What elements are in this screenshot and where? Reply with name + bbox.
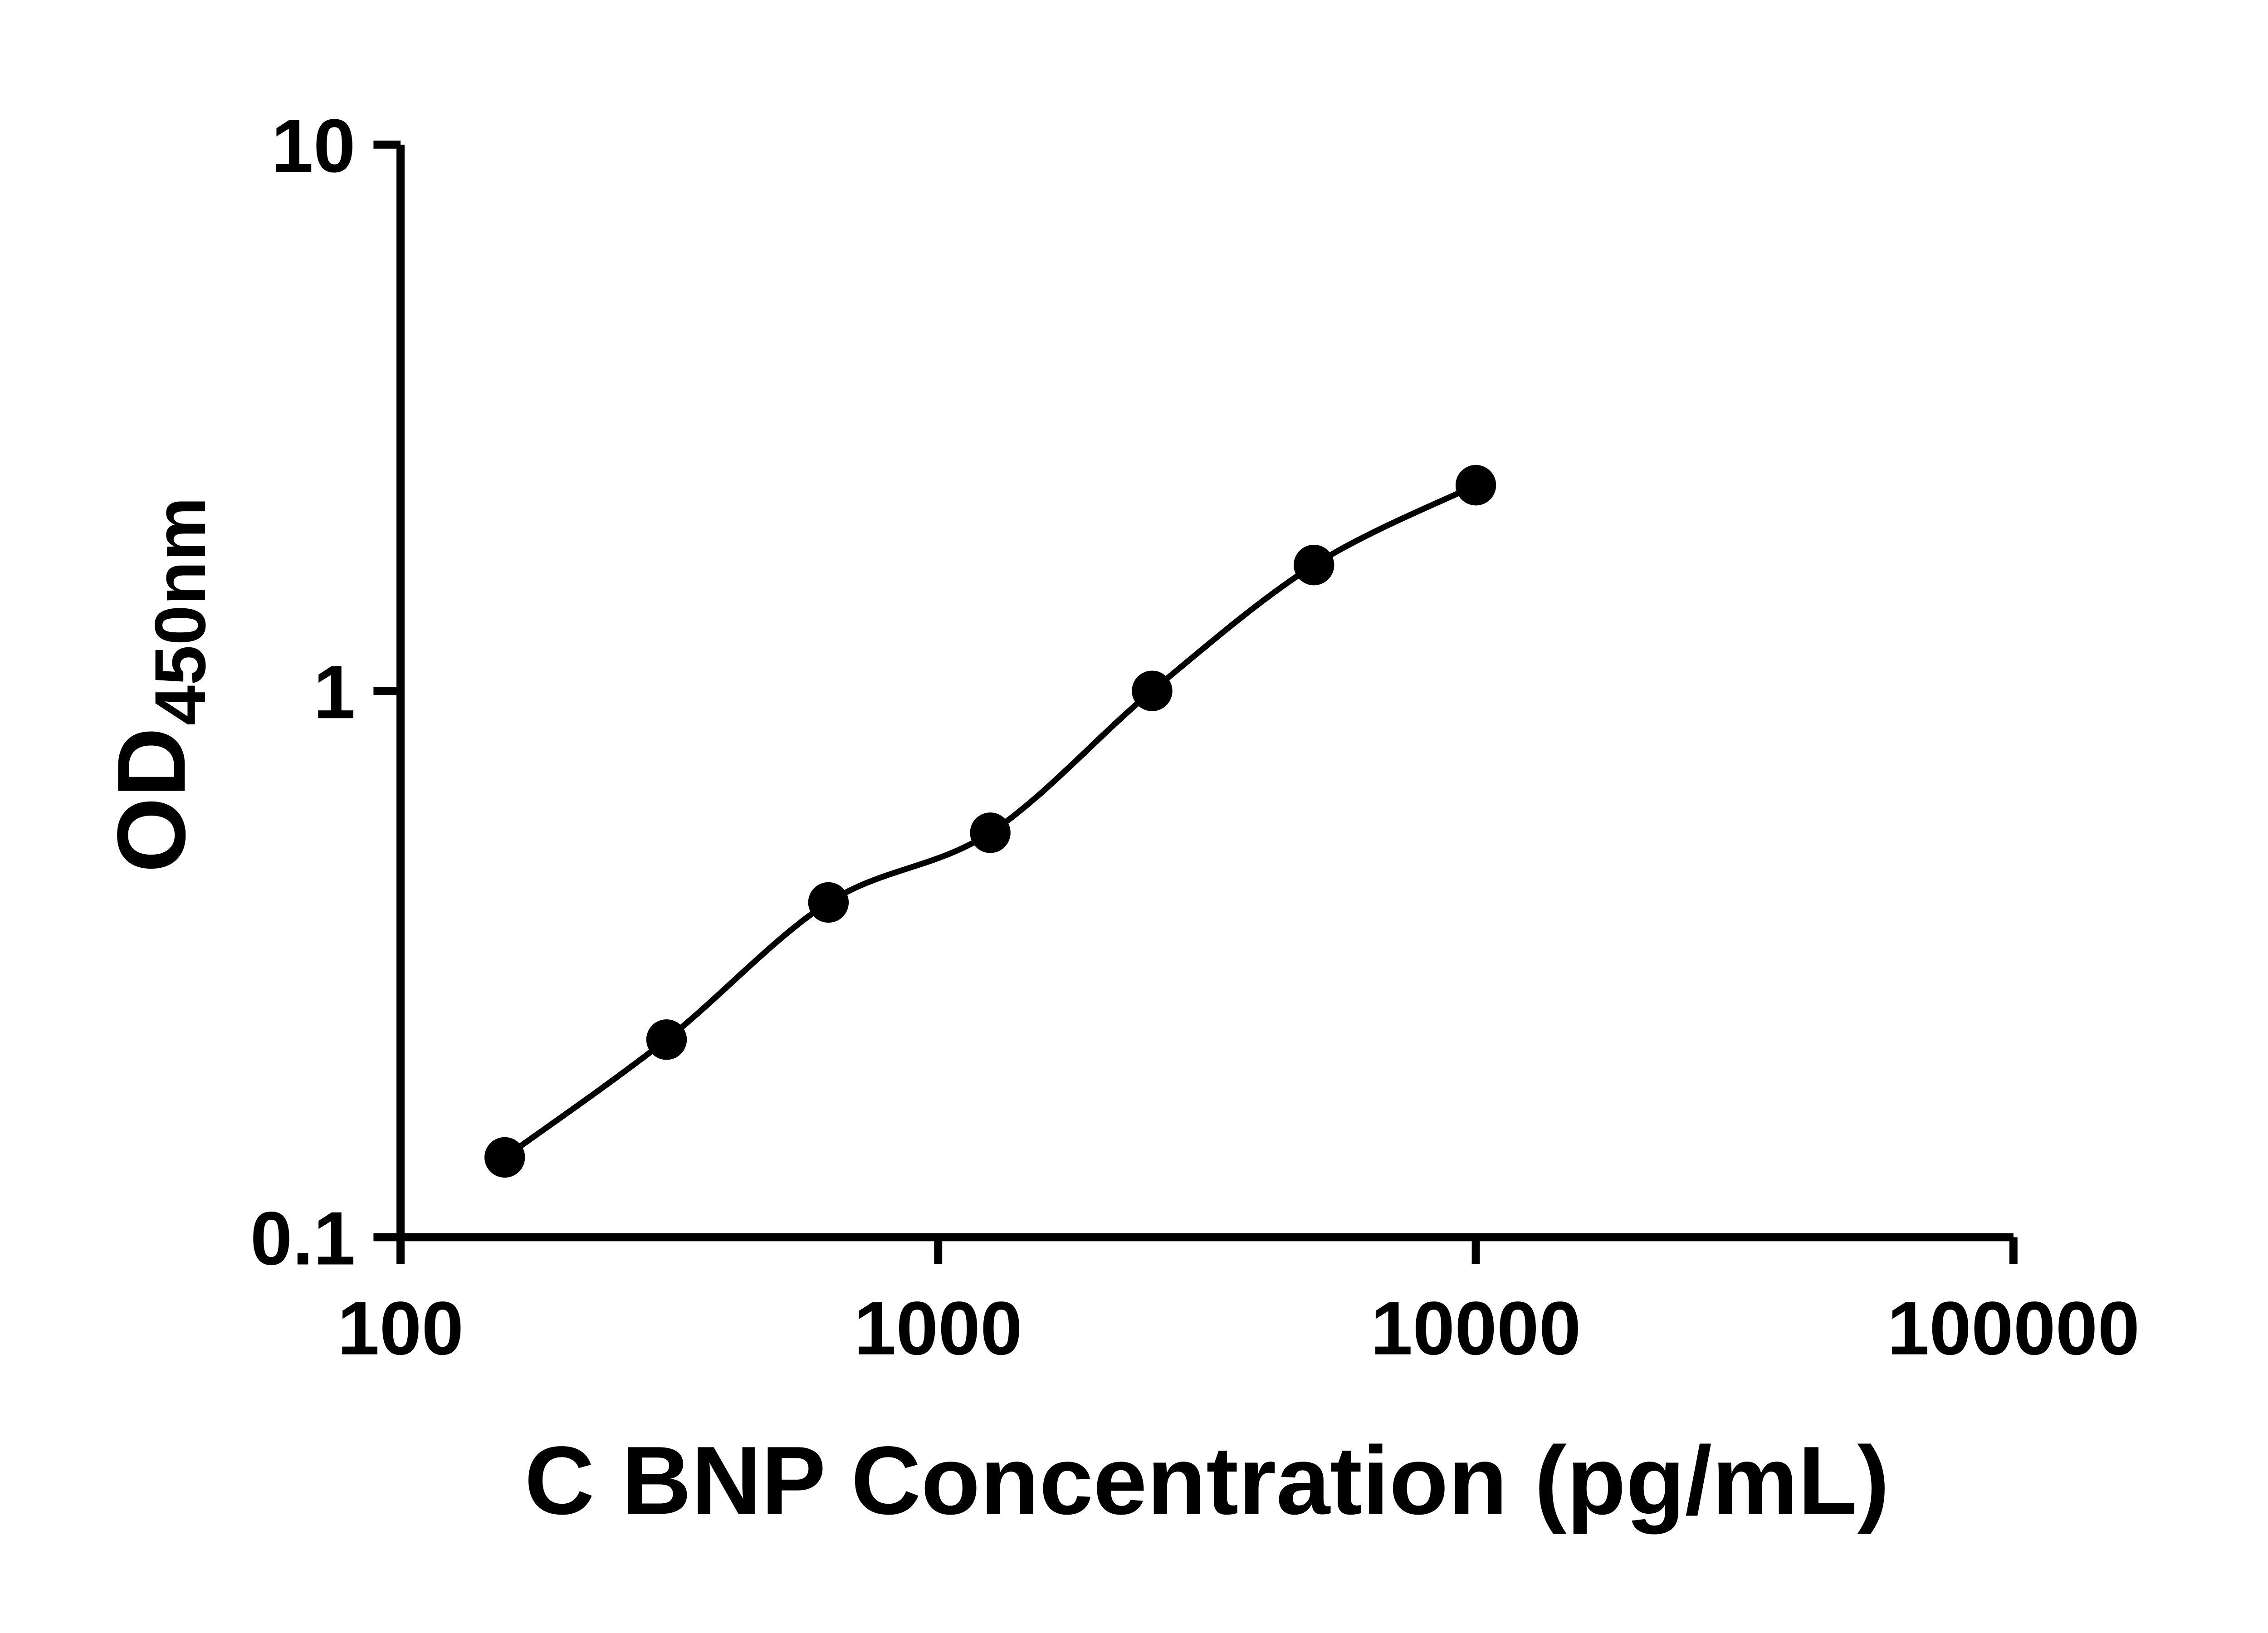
data-point [646, 1019, 687, 1060]
data-point [484, 1137, 525, 1178]
y-tick-label: 1 [313, 650, 356, 734]
data-point [970, 812, 1011, 853]
x-tick-label: 1000 [854, 1286, 1022, 1371]
data-point [808, 882, 849, 923]
x-tick-label: 10000 [1371, 1286, 1581, 1371]
y-axis-title-subscript: 450nm [140, 497, 220, 726]
y-tick-label: 0.1 [250, 1197, 356, 1281]
data-layer [484, 464, 1496, 1178]
x-tick-label: 100 [337, 1286, 464, 1371]
axes-layer [396, 144, 2014, 1242]
y-axis-title-main: OD [98, 728, 205, 873]
y-axis-title: OD 450nm [98, 497, 220, 873]
x-axis-title: C BNP Concentration (pg/mL) [524, 1427, 1889, 1535]
ticks-layer [373, 140, 2018, 1265]
x-tick-label: 100000 [1887, 1286, 2140, 1371]
data-point [1294, 544, 1334, 586]
tick-labels-layer: 100 1000 10000 100000 0.1 1 10 [250, 104, 2140, 1371]
data-point [1455, 464, 1496, 506]
data-point [1132, 670, 1173, 711]
y-tick-label: 10 [271, 104, 356, 188]
